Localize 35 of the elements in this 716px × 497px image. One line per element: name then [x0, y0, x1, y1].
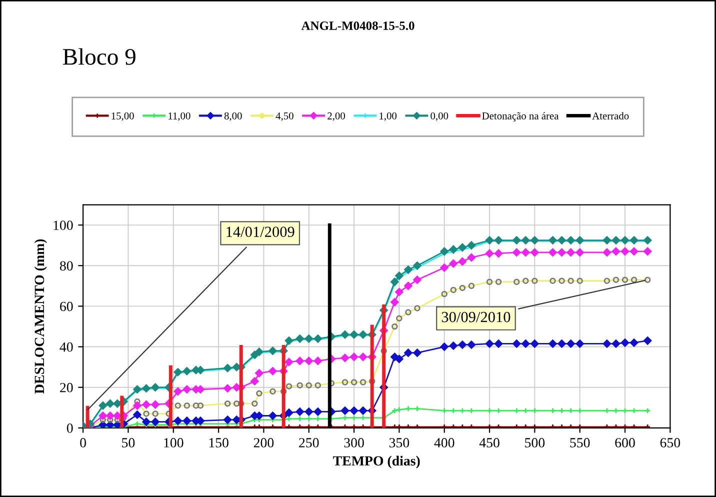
legend-label: 0,00	[430, 112, 448, 121]
legend-label: 4,50	[276, 112, 294, 121]
legend-label: Aterrado	[592, 112, 629, 120]
x-tick-label: 300	[344, 438, 364, 448]
x-tick-label: 0	[80, 438, 86, 448]
legend-label: 15,00	[112, 112, 134, 121]
legend-label: 1,00	[380, 112, 397, 121]
x-tick-label: 350	[389, 438, 410, 448]
y-tick-label: 40	[60, 342, 73, 352]
chart-title: ANGL-M0408-15-5.0	[301, 22, 414, 30]
x-tick-label: 600	[615, 438, 635, 448]
y-tick-label: 80	[60, 261, 73, 271]
x-tick-label: 450	[479, 438, 500, 448]
text: Bloco 9	[62, 48, 136, 65]
x-tick-label: 650	[660, 438, 680, 448]
y-tick-label: 100	[54, 220, 73, 230]
y-tick-label: 60	[60, 302, 73, 312]
legend-label: 2,00	[328, 112, 345, 121]
x-tick-label: 50	[122, 438, 135, 448]
y-axis-title: DESLOCAMENTO (mm)	[34, 239, 47, 394]
x-tick-label: 250	[299, 438, 319, 448]
x-tick-label: 550	[570, 438, 590, 448]
annotation: 30/09/2010	[442, 312, 510, 322]
x-tick-label: 400	[434, 438, 454, 448]
x-tick-label: 100	[164, 438, 184, 448]
legend-label: 8,00	[224, 112, 242, 121]
y-tick-label: 0	[66, 424, 73, 433]
x-axis-title: TEMPO (dias)	[333, 456, 420, 468]
annotation: 14/01/2009	[226, 226, 294, 237]
legend-label: Detonação na área	[482, 112, 559, 122]
y-tick-label: 20	[60, 382, 73, 392]
x-tick-label: 200	[254, 438, 274, 448]
legend-label: 11,00	[168, 112, 190, 121]
x-tick-label: 150	[209, 438, 228, 448]
x-tick-label: 500	[525, 438, 545, 448]
